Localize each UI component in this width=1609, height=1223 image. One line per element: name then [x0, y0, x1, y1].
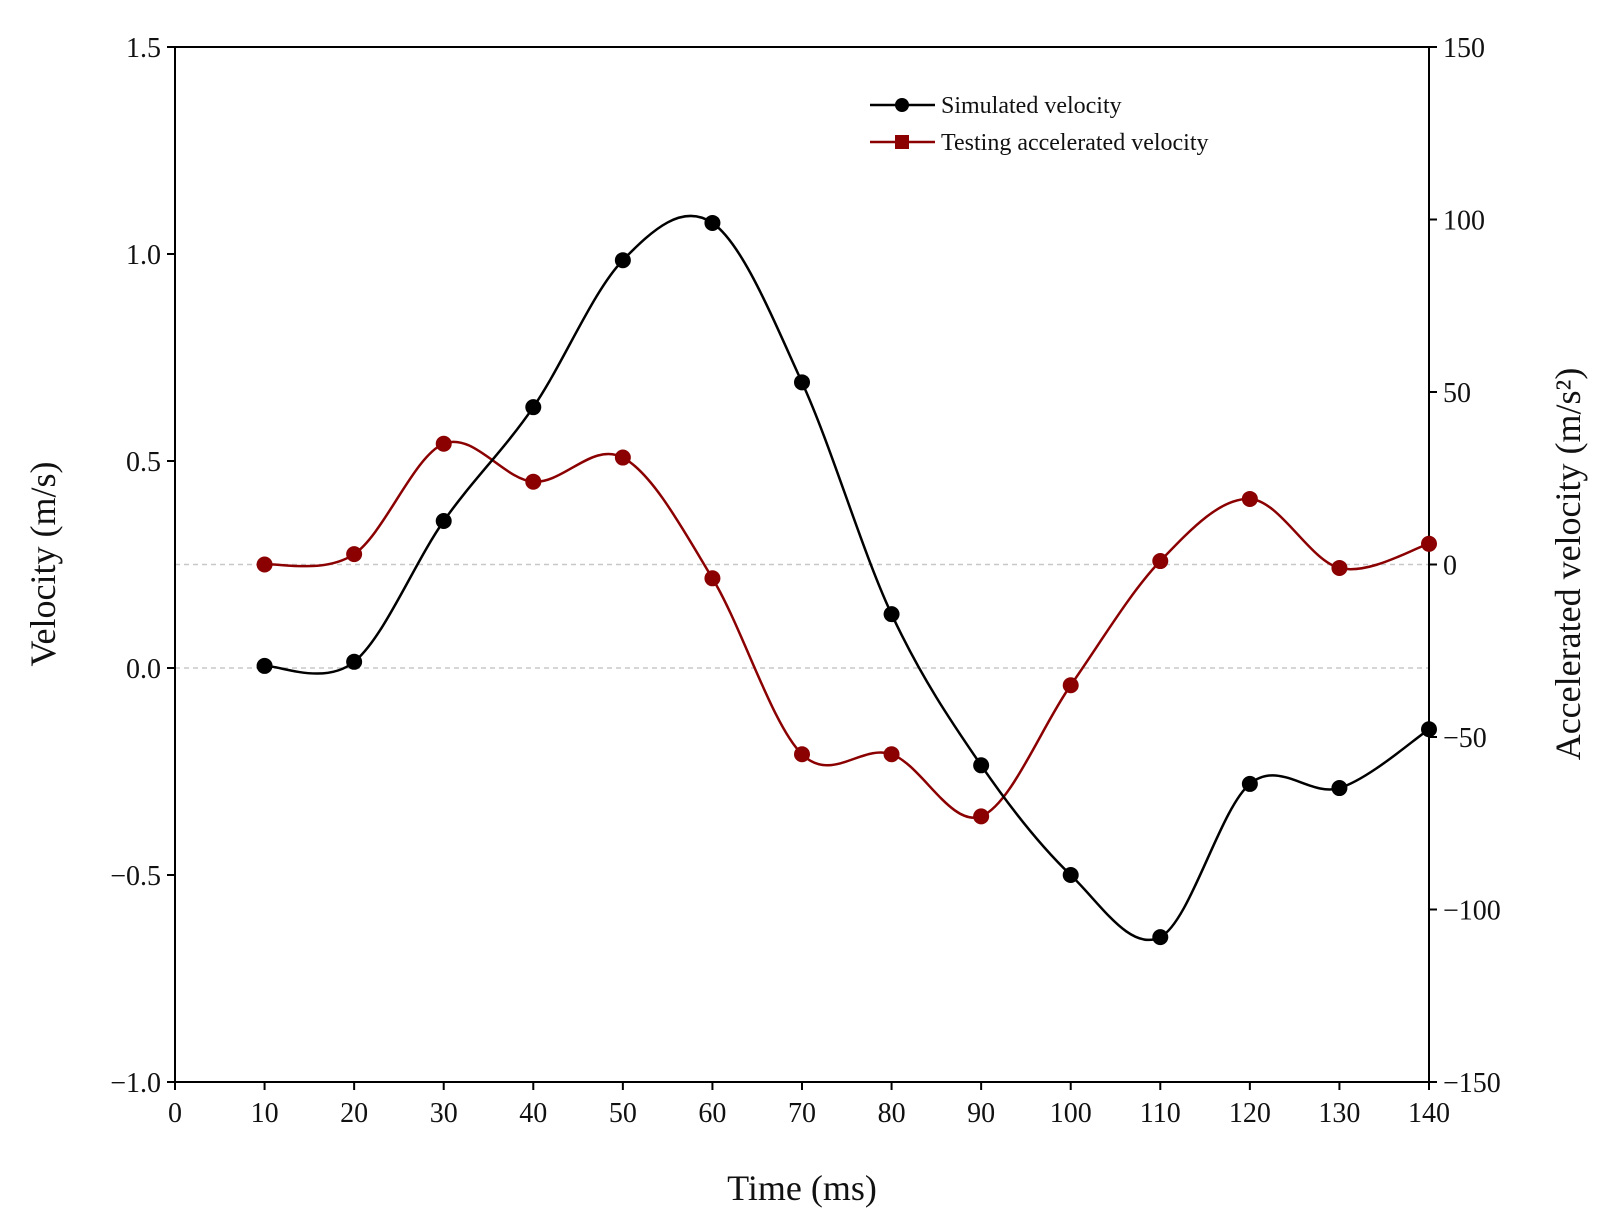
series-line-simulated-velocity	[264, 214, 1430, 942]
data-point-testing-accelerated-velocity	[704, 570, 721, 587]
data-point-testing-accelerated-velocity	[435, 435, 452, 452]
data-point-simulated-velocity	[346, 653, 363, 670]
data-point-testing-accelerated-velocity	[1062, 677, 1079, 694]
x-tick-label: 10	[251, 1098, 279, 1129]
x-tick-label: 100	[1050, 1098, 1092, 1129]
data-point-testing-accelerated-velocity	[1331, 559, 1348, 576]
y-tick-label: −0.5	[110, 861, 161, 892]
data-point-simulated-velocity	[1152, 929, 1169, 946]
data-point-testing-accelerated-velocity	[256, 556, 273, 573]
y2-tick-label: 100	[1443, 206, 1485, 237]
y2-tick-label: 0	[1443, 551, 1457, 582]
x-tick-label: 120	[1229, 1098, 1271, 1129]
data-point-simulated-velocity	[1241, 775, 1258, 792]
x-tick-label: 80	[878, 1098, 906, 1129]
series-testing-accelerated-velocity	[256, 435, 1437, 825]
data-point-simulated-velocity	[794, 374, 810, 391]
y2-axis-title: Accelerated velocity (m/s²)	[1548, 368, 1588, 761]
y2-tick-label: 150	[1443, 33, 1485, 64]
series-simulated-velocity	[256, 214, 1437, 946]
data-point-simulated-velocity	[1421, 721, 1437, 738]
x-tick-label: 40	[519, 1098, 547, 1129]
legend-label-testing: Testing accelerated velocity	[941, 130, 1209, 156]
y2-tick-label: −50	[1443, 723, 1487, 754]
data-point-testing-accelerated-velocity	[525, 473, 542, 490]
x-tick-label: 0	[168, 1098, 182, 1129]
y2-tick-label: 50	[1443, 378, 1471, 409]
y2-tick-label: −100	[1443, 896, 1501, 927]
legend-label-simulated: Simulated velocity	[941, 93, 1122, 119]
legend-item-testing-accelerated-velocity: Testing accelerated velocity	[870, 130, 1209, 156]
data-point-testing-accelerated-velocity	[1241, 490, 1258, 507]
data-point-testing-accelerated-velocity	[973, 808, 990, 825]
legend-item-simulated-velocity: Simulated velocity	[870, 93, 1122, 119]
y-axis-title: Velocity (m/s)	[23, 462, 63, 667]
legend-marker-simulated	[895, 98, 909, 112]
data-point-simulated-velocity	[256, 657, 273, 674]
x-axis-title: Time (ms)	[727, 1168, 877, 1208]
data-point-simulated-velocity	[704, 214, 721, 231]
data-point-simulated-velocity	[1062, 867, 1079, 883]
data-point-testing-accelerated-velocity	[614, 449, 631, 466]
x-tick-label: 20	[340, 1098, 368, 1129]
data-point-simulated-velocity	[435, 513, 452, 530]
y-tick-label: 1.5	[126, 33, 161, 64]
data-point-testing-accelerated-velocity	[1152, 553, 1169, 570]
x-tick-label: 140	[1408, 1098, 1450, 1129]
y-tick-label: 0.0	[126, 654, 161, 685]
legend-marker-testing	[895, 135, 909, 149]
data-point-simulated-velocity	[525, 399, 542, 416]
x-tick-label: 130	[1318, 1098, 1360, 1129]
series-line-testing-accelerated-velocity	[264, 440, 1430, 819]
data-point-simulated-velocity	[614, 252, 631, 269]
data-point-simulated-velocity	[1331, 780, 1348, 797]
y-tick-label: −1.0	[110, 1068, 161, 1099]
x-tick-label: 110	[1140, 1098, 1181, 1129]
x-tick-label: 60	[698, 1098, 726, 1129]
data-point-simulated-velocity	[883, 606, 900, 623]
y-tick-label: 1.0	[126, 240, 161, 271]
y-tick-label: 0.5	[126, 447, 161, 478]
data-point-testing-accelerated-velocity	[794, 746, 810, 763]
data-point-simulated-velocity	[973, 757, 990, 774]
data-point-testing-accelerated-velocity	[1421, 535, 1437, 552]
x-tick-label: 30	[430, 1098, 458, 1129]
data-point-testing-accelerated-velocity	[883, 746, 900, 763]
x-tick-label: 90	[967, 1098, 995, 1129]
data-point-testing-accelerated-velocity	[346, 546, 363, 563]
x-tick-label: 70	[788, 1098, 816, 1129]
legend: Simulated velocity Testing accelerated v…	[870, 93, 1209, 156]
y2-tick-label: −150	[1443, 1068, 1501, 1099]
x-tick-label: 50	[609, 1098, 637, 1129]
